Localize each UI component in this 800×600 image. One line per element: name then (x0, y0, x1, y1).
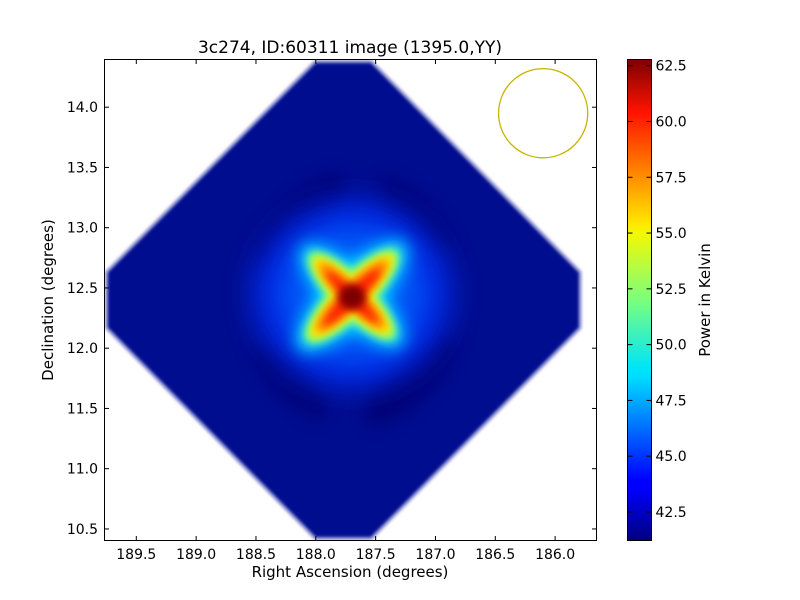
colorbar-tick-label: 55.0 (656, 226, 687, 242)
x-axis: 189.5 189.0 188.5 188.0 187.5 187.0 186.5 186.0 (116, 59, 575, 563)
y-tick-label: 11.5 (67, 401, 98, 417)
x-tick-label: 187.0 (415, 547, 455, 563)
x-tick-label: 188.0 (296, 547, 336, 563)
source-emission (252, 199, 452, 389)
x-tick-label: 189.0 (176, 547, 216, 563)
y-tick-label: 10.5 (67, 522, 98, 538)
y-tick-label: 11.0 (67, 462, 98, 478)
beam-circle (497, 67, 589, 159)
colorbar-tick-label: 57.5 (656, 170, 687, 186)
y-tick-label: 14.0 (67, 100, 98, 116)
colorbar-tick-label: 47.5 (656, 393, 687, 409)
heatmap-image (104, 59, 582, 541)
y-axis-label: Declination (degrees) (39, 219, 57, 381)
colorbar-tick-label: 50.0 (656, 338, 687, 354)
y-tick-label: 12.5 (67, 281, 98, 297)
colorbar-label: Power in Kelvin (696, 243, 714, 357)
chart-title: 3c274, ID:60311 image (1395.0,YY) (198, 38, 502, 58)
colorbar-tick-label: 60.0 (656, 114, 687, 130)
x-tick-label: 188.5 (236, 547, 276, 563)
x-tick-label: 189.5 (116, 547, 156, 563)
plot-area (104, 59, 597, 541)
dark-arm-lower-right (364, 334, 456, 426)
x-tick-label: 186.5 (475, 547, 515, 563)
x-axis-label: Right Ascension (degrees) (252, 563, 449, 581)
y-axis: 10.5 11.0 11.5 12.0 12.5 13.0 13.5 14.0 (67, 100, 597, 538)
core-peak (346, 291, 358, 303)
footprint-edge (104, 59, 582, 541)
dark-arm-lower-left (252, 342, 328, 418)
y-tick-label: 12.0 (67, 341, 98, 357)
colorbar-tick-label: 62.5 (656, 59, 687, 75)
y-tick-label: 13.5 (67, 160, 98, 176)
plot-frame (104, 59, 597, 541)
colorbar-tick-label: 45.0 (656, 449, 687, 465)
x-tick-label: 186.0 (535, 547, 575, 563)
colorbar: 42.5 45.0 47.5 50.0 52.5 55.0 57.5 60.0 62.5 Pow… (627, 59, 714, 541)
dark-arm-upper-right (377, 177, 453, 253)
y-tick-label: 13.0 (67, 221, 98, 237)
colorbar-tick-label: 42.5 (656, 505, 687, 521)
colorbar-tick-label: 52.5 (656, 282, 687, 298)
colorbar-gradient (627, 59, 652, 541)
x-tick-label: 187.5 (356, 547, 396, 563)
colorbar-ticks: 42.5 45.0 47.5 50.0 52.5 55.0 57.5 60.0 62.5 (627, 59, 687, 521)
